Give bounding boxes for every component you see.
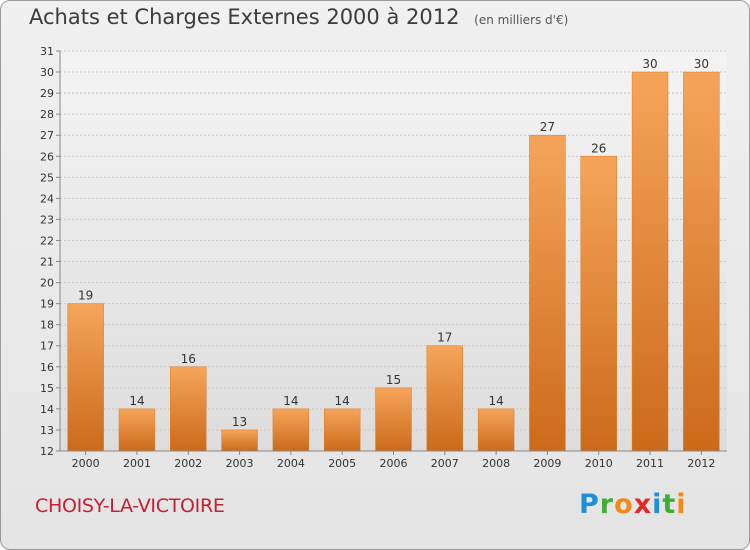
bar-value-label: 19 xyxy=(78,289,93,303)
bar-value-label: 30 xyxy=(642,57,657,71)
y-tick-label: 17 xyxy=(40,340,54,353)
bar-value-label: 13 xyxy=(232,415,247,429)
x-tick-label: 2000 xyxy=(72,457,100,470)
y-tick-label: 12 xyxy=(40,445,54,458)
bar-value-label: 14 xyxy=(129,394,144,408)
x-tick-label: 2008 xyxy=(482,457,510,470)
logo-letter: o xyxy=(614,489,634,520)
chart-title-text: Achats et Charges Externes 2000 à 2012 xyxy=(29,5,460,29)
x-tick-label: 2001 xyxy=(123,457,151,470)
x-tick-label: 2004 xyxy=(277,457,305,470)
y-tick-label: 20 xyxy=(40,277,54,290)
bar-value-label: 26 xyxy=(591,141,606,155)
y-tick-label: 16 xyxy=(40,361,54,374)
x-tick-label: 2012 xyxy=(687,457,715,470)
bar-value-label: 16 xyxy=(181,352,196,366)
logo-letter: i xyxy=(652,489,663,520)
logo-letter: r xyxy=(599,489,615,520)
chart-subtitle: (en milliers d'€) xyxy=(474,13,569,27)
y-tick-label: 21 xyxy=(40,256,54,269)
logo-letter: x xyxy=(633,489,653,520)
bar-2006 xyxy=(375,387,412,452)
bar-value-label: 30 xyxy=(694,57,709,71)
bar-value-label: 27 xyxy=(540,120,555,134)
y-tick-label: 31 xyxy=(40,45,54,58)
x-tick-label: 2002 xyxy=(174,457,202,470)
bar-2008 xyxy=(477,408,515,452)
logo-letter: P xyxy=(579,489,600,520)
bar-2007 xyxy=(426,345,464,452)
bar-2012 xyxy=(683,71,720,452)
y-axis: 12 13 14 15 16 17 18 19 20 21 22 23 24 25 26 27 28 29 30 31 xyxy=(40,45,60,458)
x-tick-label: 2009 xyxy=(533,457,561,470)
logo-letter: i xyxy=(676,489,687,520)
y-tick-label: 18 xyxy=(40,319,54,332)
y-tick-label: 14 xyxy=(40,403,54,416)
bars: 19 14 16 13 14 14 15 17 14 27 26 30 30 xyxy=(67,57,720,452)
x-tick-label: 2011 xyxy=(636,457,664,470)
y-tick-label: 24 xyxy=(40,192,54,205)
x-tick-label: 2003 xyxy=(226,457,254,470)
logo-letter: t xyxy=(662,489,677,520)
bar-2004 xyxy=(272,408,310,452)
x-tick-label: 2010 xyxy=(585,457,613,470)
y-tick-label: 27 xyxy=(40,129,54,142)
bar-value-label: 17 xyxy=(437,331,452,345)
chart-title: Achats et Charges Externes 2000 à 2012 (… xyxy=(29,5,568,29)
y-tick-label: 29 xyxy=(40,87,54,100)
bar-2003 xyxy=(221,429,258,452)
proxiti-logo: Proxiti xyxy=(579,489,687,520)
y-tick-label: 15 xyxy=(40,382,54,395)
y-tick-label: 26 xyxy=(40,150,54,163)
bar-2005 xyxy=(323,408,361,452)
x-tick-label: 2006 xyxy=(380,457,408,470)
x-tick-label: 2005 xyxy=(328,457,356,470)
bar-2009 xyxy=(529,134,566,452)
bar-value-label: 15 xyxy=(386,373,401,387)
y-tick-label: 30 xyxy=(40,66,54,79)
bar-value-label: 14 xyxy=(488,394,503,408)
y-tick-label: 25 xyxy=(40,171,54,184)
y-tick-label: 22 xyxy=(40,234,54,247)
bar-2001 xyxy=(118,408,156,452)
y-tick-label: 28 xyxy=(40,108,54,121)
y-tick-label: 23 xyxy=(40,213,54,226)
y-tick-label: 13 xyxy=(40,424,54,437)
bar-2002 xyxy=(170,366,207,452)
bar-value-label: 14 xyxy=(283,394,298,408)
bar-value-label: 14 xyxy=(335,394,350,408)
bar-2011 xyxy=(631,71,669,452)
location-label: CHOISY-LA-VICTOIRE xyxy=(35,495,225,517)
x-tick-label: 2007 xyxy=(431,457,459,470)
bar-2000 xyxy=(67,303,104,452)
y-tick-label: 19 xyxy=(40,298,54,311)
x-axis: 2000 2001 2002 2003 2004 2005 2006 2007 2008 2009… xyxy=(72,451,715,470)
bar-2010 xyxy=(580,156,617,452)
